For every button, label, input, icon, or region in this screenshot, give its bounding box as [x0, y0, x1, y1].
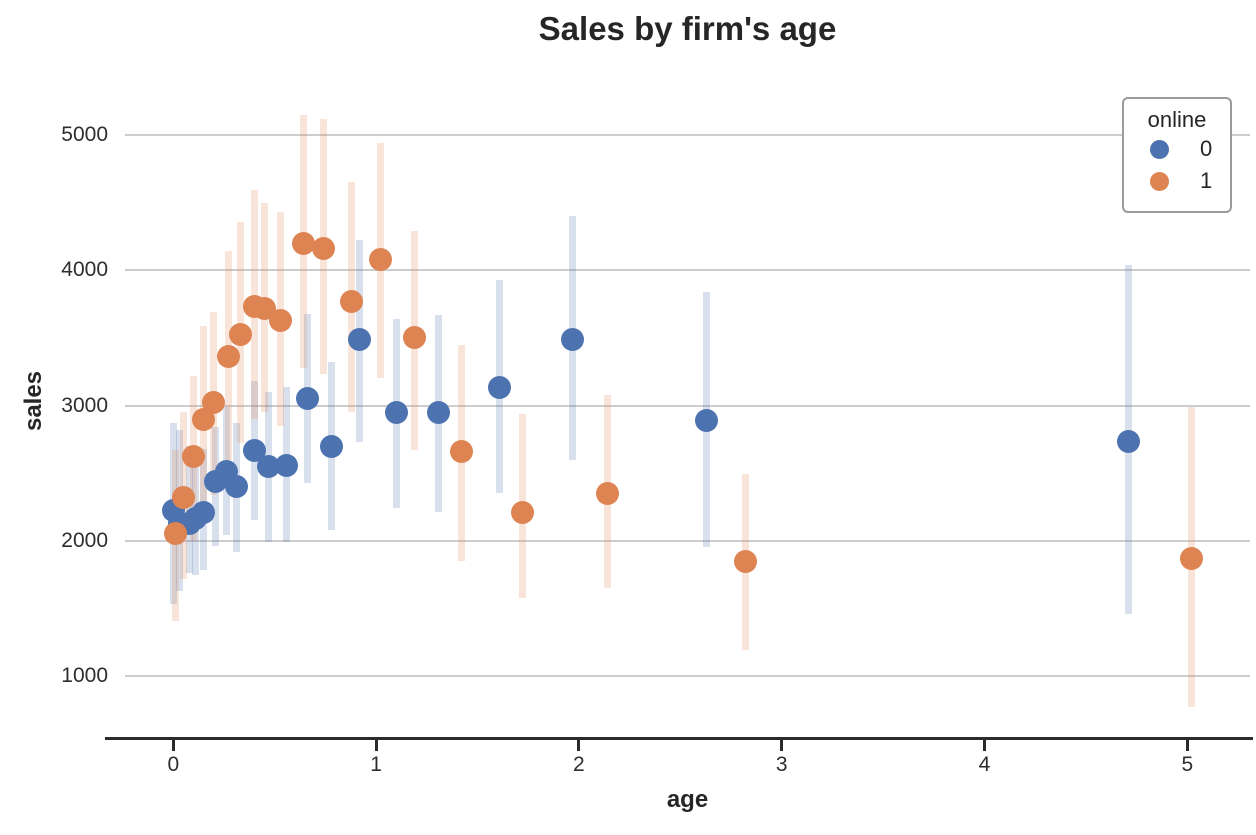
data-point-online-1 — [595, 481, 619, 505]
data-point-online-1 — [182, 445, 206, 469]
x-tick-label: 4 — [978, 753, 991, 776]
data-point-online-0 — [488, 376, 512, 400]
x-tick-label: 2 — [573, 753, 585, 776]
y-tick-label: 3000 — [61, 393, 108, 417]
x-tick-mark — [780, 740, 784, 751]
x-axis-label: age — [666, 786, 709, 813]
legend-item-online-0: 0 — [1124, 133, 1230, 165]
data-point-online-0 — [348, 327, 372, 351]
data-point-online-0 — [192, 500, 216, 524]
data-point-online-1 — [291, 231, 315, 255]
legend-swatch-orange-icon — [1150, 171, 1169, 191]
y-tick-label: 2000 — [61, 528, 108, 552]
gridline-y-4000 — [125, 269, 1250, 272]
data-point-online-1 — [311, 237, 335, 261]
data-point-online-1 — [202, 390, 226, 414]
y-tick-label: 1000 — [61, 664, 108, 687]
data-point-online-0 — [275, 454, 299, 478]
data-point-online-0 — [224, 475, 248, 499]
data-point-online-1 — [733, 549, 757, 573]
x-axis-line — [105, 737, 1253, 740]
data-point-online-1 — [216, 345, 240, 369]
data-point-online-0 — [384, 400, 408, 424]
x-tick-label: 3 — [775, 753, 788, 776]
legend-title: online — [1147, 107, 1207, 132]
gridline-y-1000 — [125, 675, 1250, 677]
data-point-online-0 — [319, 434, 343, 458]
data-point-online-1 — [368, 247, 392, 271]
data-point-online-1 — [449, 439, 473, 463]
x-tick-mark — [983, 740, 986, 751]
x-tick-mark — [1185, 740, 1189, 751]
data-point-online-1 — [1179, 546, 1203, 570]
data-point-online-1 — [171, 485, 195, 509]
data-point-online-0 — [427, 400, 451, 424]
gridline-y-5000 — [125, 134, 1250, 136]
gridline-y-2000 — [125, 539, 1250, 542]
data-point-online-1 — [269, 308, 293, 332]
data-point-online-1 — [510, 500, 534, 524]
x-tick-mark — [374, 740, 378, 751]
x-tick-label: 1 — [370, 753, 382, 776]
y-axis-label: sales — [20, 370, 47, 432]
y-tick-label: 5000 — [61, 123, 108, 146]
data-point-online-0 — [561, 327, 585, 351]
data-point-online-1 — [163, 522, 187, 546]
x-tick-label: 0 — [167, 753, 180, 776]
x-tick-mark — [171, 740, 175, 751]
data-point-online-1 — [340, 289, 364, 313]
data-point-online-0 — [695, 408, 719, 432]
legend-item-label: 1 — [1200, 168, 1213, 193]
legend-swatch-blue-icon — [1150, 139, 1169, 159]
legend: online 0 1 — [1122, 97, 1232, 213]
data-point-online-0 — [257, 454, 281, 478]
data-point-online-1 — [228, 322, 252, 346]
gridline-y-3000 — [125, 404, 1250, 407]
data-point-online-0 — [1116, 429, 1140, 453]
x-tick-mark — [577, 740, 581, 751]
chart-title: Sales by firm's age — [538, 10, 837, 47]
y-tick-label: 4000 — [61, 258, 108, 282]
legend-item-label: 0 — [1200, 136, 1213, 161]
x-tick-label: 5 — [1181, 753, 1194, 776]
data-point-online-1 — [403, 326, 427, 350]
data-point-online-0 — [242, 438, 266, 462]
data-point-online-0 — [295, 387, 319, 411]
legend-item-online-1: 1 — [1124, 165, 1230, 197]
